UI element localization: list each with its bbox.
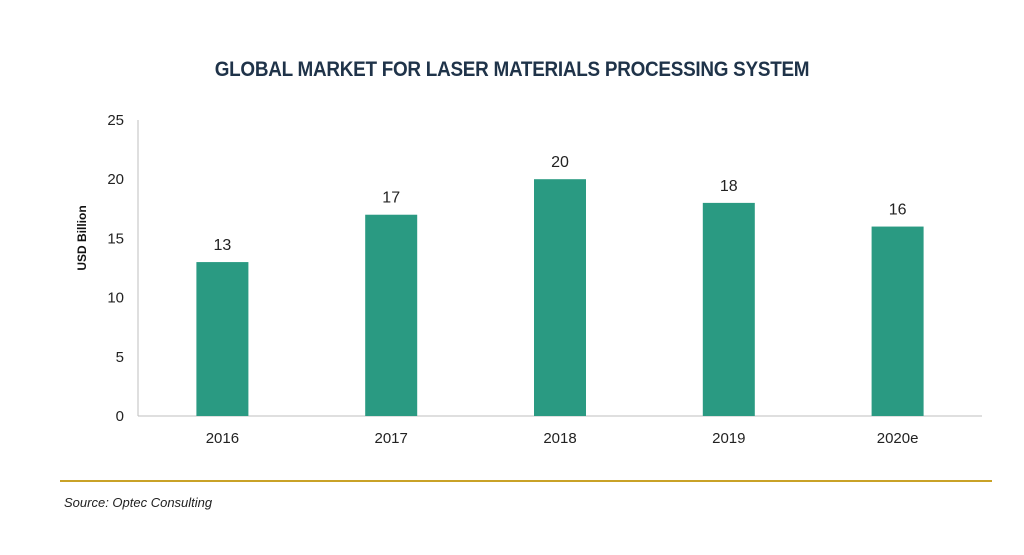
x-tick-label: 2018 xyxy=(543,430,576,447)
y-axis-label: USD Billion xyxy=(75,205,89,270)
chart-title: GLOBAL MARKET FOR LASER MATERIALS PROCES… xyxy=(214,58,810,81)
x-tick-label: 2017 xyxy=(375,430,408,447)
divider xyxy=(60,480,992,482)
y-tick-label: 5 xyxy=(116,349,124,366)
data-label: 20 xyxy=(551,154,569,171)
y-axis: 0 5 10 15 20 25 xyxy=(107,112,139,425)
y-tick-label: 25 xyxy=(107,112,124,129)
bars xyxy=(196,179,924,416)
data-label: 17 xyxy=(382,190,400,207)
data-label: 18 xyxy=(720,178,738,195)
y-tick-label: 15 xyxy=(107,230,124,247)
data-labels: 13 17 20 18 16 xyxy=(214,154,907,254)
x-tick-label: 2019 xyxy=(712,430,745,447)
data-label: 16 xyxy=(889,202,907,219)
bar xyxy=(365,214,418,416)
bar xyxy=(871,226,924,416)
y-tick-label: 10 xyxy=(107,290,124,307)
x-tick-label: 2020e xyxy=(877,430,919,447)
bar xyxy=(196,262,249,416)
y-tick-label: 0 xyxy=(116,408,124,425)
data-label: 13 xyxy=(214,237,232,254)
y-tick-label: 20 xyxy=(107,171,124,188)
source-note: Source: Optec Consulting xyxy=(64,495,213,510)
x-tick-label: 2016 xyxy=(206,430,239,447)
bar xyxy=(702,202,755,416)
x-axis: 2016 2017 2018 2019 2020e xyxy=(138,415,982,447)
bar xyxy=(534,179,586,416)
